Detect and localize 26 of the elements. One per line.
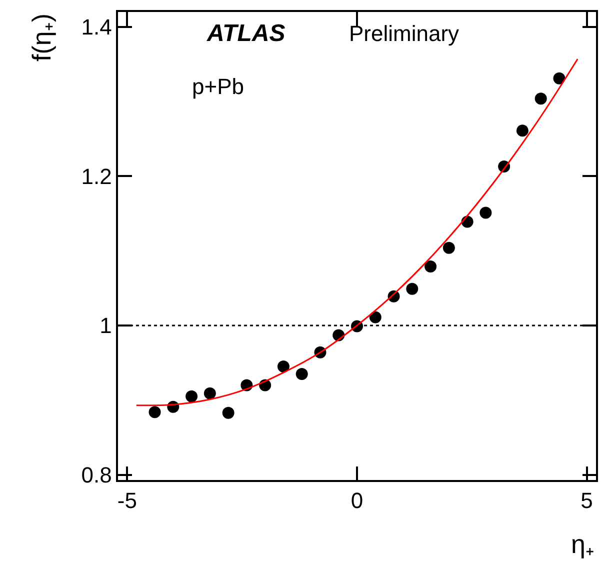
- point: [424, 260, 437, 273]
- point: [442, 242, 455, 254]
- x-axis-title: η₊: [571, 529, 594, 559]
- y-tick-label: 0.8: [81, 462, 112, 488]
- y-tick-label: 1: [100, 313, 112, 338]
- x-tick-label: 5: [580, 488, 593, 514]
- x-tick-label: 0: [350, 488, 364, 514]
- point: [186, 390, 198, 402]
- x-tick-label: -5: [117, 488, 137, 514]
- point: [296, 368, 308, 380]
- annotation: ATLAS: [206, 20, 286, 47]
- annotation: p+Pb: [192, 74, 244, 99]
- y-tick-label: 1.2: [81, 164, 112, 189]
- point: [534, 92, 547, 105]
- point: [406, 282, 418, 295]
- annotation: Preliminary: [349, 21, 460, 46]
- point: [148, 406, 161, 418]
- point: [277, 360, 290, 373]
- y-axis-title: f(η₊): [26, 14, 57, 62]
- point: [553, 72, 566, 84]
- point: [204, 387, 216, 400]
- point: [480, 206, 492, 219]
- point: [516, 124, 528, 137]
- point: [369, 311, 382, 324]
- point: [222, 406, 234, 419]
- y-tick-label: 1.4: [81, 14, 112, 40]
